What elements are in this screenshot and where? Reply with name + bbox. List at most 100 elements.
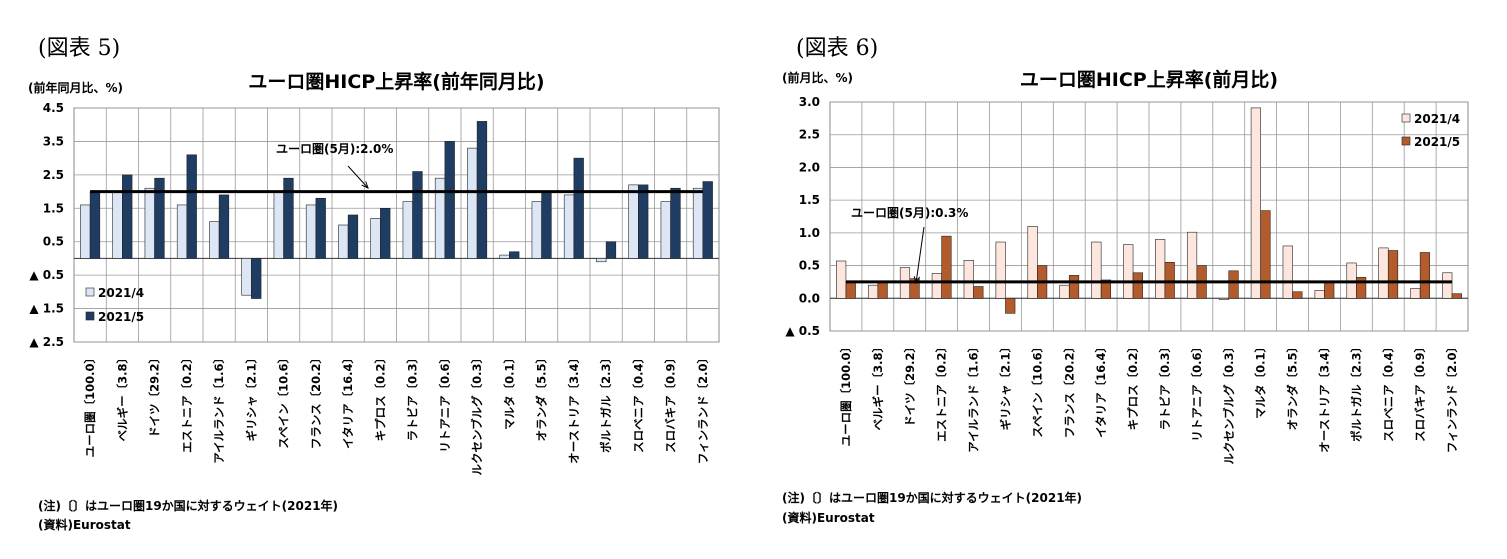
bar-series2 <box>638 184 649 259</box>
source-note: (資料)Eurostat <box>38 518 131 532</box>
x-tick-label: スロバキア〔0.9〕 <box>664 352 678 453</box>
bar-series1 <box>1218 297 1230 300</box>
x-tick-label: ポルトガル〔2.3〕 <box>1349 341 1363 442</box>
legend-swatch <box>85 311 95 321</box>
y-tick-label: 3.0 <box>799 95 820 109</box>
bar-series2 <box>315 197 326 259</box>
bar-series2 <box>1356 277 1367 299</box>
y-axis-label: (前月比、%) <box>782 70 853 85</box>
x-tick-label: アイルランド〔1.6〕 <box>212 352 226 464</box>
x-tick-label: フランス〔20.2〕 <box>1062 341 1076 438</box>
bar-series1 <box>963 260 974 299</box>
bar-series2 <box>380 207 391 259</box>
bar-series1 <box>1059 284 1070 299</box>
bar-series2 <box>283 177 294 259</box>
bar-series1 <box>338 224 349 259</box>
bar-series2 <box>1068 275 1080 299</box>
bar-series2 <box>1164 261 1175 299</box>
x-tick-label: キプロス〔0.2〕 <box>373 352 387 441</box>
y-tick-label: 0.0 <box>799 291 820 305</box>
bar-series1 <box>628 184 639 259</box>
bar-series2 <box>122 174 133 259</box>
bar-series2 <box>670 187 681 259</box>
bar-series2 <box>877 281 888 299</box>
bar-series2 <box>509 251 520 259</box>
bar-series2 <box>1451 293 1462 299</box>
x-tick-label: スロベニア〔0.4〕 <box>1381 341 1395 442</box>
bar-series2 <box>1324 281 1335 299</box>
legend-swatch <box>1401 113 1411 123</box>
y-tick-label: 4.5 <box>43 101 64 115</box>
y-tick-label: 3.5 <box>43 134 64 148</box>
y-tick-label: ▲ 1.5 <box>29 302 64 316</box>
x-tick-label: フィンランド〔2.0〕 <box>696 352 710 464</box>
bar-series2 <box>89 191 101 259</box>
y-tick-label: 2.0 <box>799 160 820 174</box>
bar-series1 <box>1091 241 1102 299</box>
bar-series1 <box>176 204 188 259</box>
bar-series2 <box>1005 297 1016 314</box>
bar-series1 <box>1250 107 1261 299</box>
bar-series2 <box>573 157 584 259</box>
x-tick-label: オランダ〔5.5〕 <box>1286 341 1300 430</box>
y-axis-label: (前年同月比、%) <box>28 80 123 95</box>
bar-series1 <box>1282 245 1293 299</box>
chart-title: ユーロ圏HICP上昇率(前月比) <box>1020 68 1278 91</box>
x-tick-label: エストニア〔0.2〕 <box>180 352 194 453</box>
x-tick-label: ルクセンブルグ〔0.3〕 <box>1222 341 1236 465</box>
x-tick-label: ギリシャ〔2.1〕 <box>244 352 258 441</box>
bar-series1 <box>931 273 942 299</box>
legend-label: 2021/5 <box>1414 135 1460 149</box>
bar-series2 <box>1292 291 1303 299</box>
x-tick-label: スペイン〔10.6〕 <box>1030 341 1044 438</box>
x-tick-label: ルクセンブルグ〔0.3〕 <box>470 352 484 476</box>
y-tick-label: 2.5 <box>43 168 64 182</box>
bar-series2 <box>541 191 552 259</box>
bar-series2 <box>186 154 197 259</box>
y-tick-label: ▲ 0.5 <box>29 268 64 282</box>
annotation-arrow <box>915 226 925 284</box>
bar-series1 <box>531 201 542 259</box>
bar-series1 <box>112 191 123 259</box>
bar-series1 <box>995 241 1006 299</box>
x-tick-label: イタリア〔16.4〕 <box>1094 341 1108 438</box>
bar-series2 <box>973 286 984 299</box>
x-tick-label: ギリシャ〔2.1〕 <box>998 341 1012 430</box>
bar-series1 <box>1123 244 1134 299</box>
chart-yoy: ユーロ圏HICP上昇率(前年同月比) (前年同月比、%) 4.5 3.5 2.5 1.5 0… <box>28 70 720 476</box>
legend-label: 2021/4 <box>1414 112 1460 126</box>
chart-panel-yoy: (図表 5) ユーロ圏HICP上昇率(前年同月比) (前年同月比、%) 4.5 3.5… <box>0 0 753 559</box>
bar-series1 <box>273 191 284 259</box>
x-tick-label: ラトビア〔0.3〕 <box>406 352 420 441</box>
x-tick-label: ユーロ圏〔100.0〕 <box>839 341 853 446</box>
bar-series2 <box>412 171 423 259</box>
bar-series1 <box>80 204 91 259</box>
x-tick-label: オーストリア〔3.4〕 <box>567 352 581 464</box>
y-tick-label: ▲ 0.5 <box>785 324 820 338</box>
x-tick-label: ラトビア〔0.3〕 <box>1158 341 1172 430</box>
x-tick-label: マルタ〔0.1〕 <box>502 352 516 430</box>
y-tick-label: 2.5 <box>799 128 820 142</box>
footnote: (注)〔〕はユーロ圏19か国に対するウェイト(2021年) <box>782 491 1083 505</box>
bar-series2 <box>1419 252 1431 299</box>
bar-series1 <box>1186 231 1198 299</box>
bar-series1 <box>1442 272 1453 299</box>
footnote: (注)〔〕はユーロ圏19か国に対するウェイト(2021年) <box>38 499 339 513</box>
bar-series1 <box>1410 288 1421 299</box>
x-tick-label: リトアニア〔0.6〕 <box>438 352 452 453</box>
bar-series1 <box>241 258 252 296</box>
reference-annotation: ユーロ圏(5月):0.3% <box>851 206 968 220</box>
annotation-arrowhead <box>913 276 921 285</box>
chart-panel-mom: (図表 6) ユーロ圏HICP上昇率(前月比) (前月比、%) 3.0 2.5 2.0 1… <box>754 0 1507 559</box>
x-tick-label: アイルランド〔1.6〕 <box>967 341 981 453</box>
legend-swatch <box>1401 136 1411 146</box>
bar-series1 <box>499 254 510 259</box>
figure-label: (図表 5) <box>38 36 121 61</box>
bar-series2 <box>251 258 262 299</box>
bar-series1 <box>867 284 879 299</box>
x-tick-label: ベルギー〔3.8〕 <box>871 341 885 430</box>
legend-label: 2021/5 <box>98 310 144 324</box>
bar-series1 <box>144 187 155 259</box>
bar-series2 <box>702 181 713 259</box>
chart-title: ユーロ圏HICP上昇率(前年同月比) <box>248 70 544 93</box>
